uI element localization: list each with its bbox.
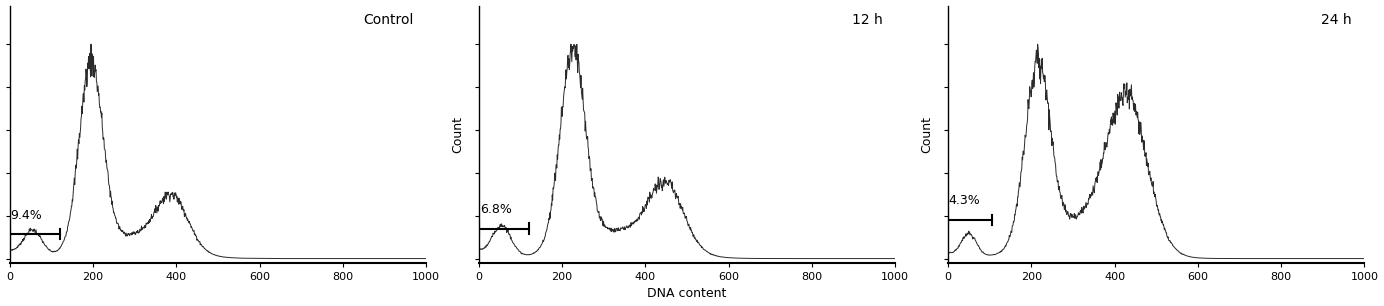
Text: 24 h: 24 h <box>1322 13 1352 27</box>
Text: 6.8%: 6.8% <box>480 203 512 216</box>
Y-axis label: Count: Count <box>920 116 933 153</box>
Text: 4.3%: 4.3% <box>949 194 981 207</box>
Text: Control: Control <box>363 13 414 27</box>
Text: 9.4%: 9.4% <box>11 209 43 222</box>
Text: 12 h: 12 h <box>853 13 883 27</box>
Y-axis label: Count: Count <box>451 116 464 153</box>
X-axis label: DNA content: DNA content <box>648 287 727 300</box>
